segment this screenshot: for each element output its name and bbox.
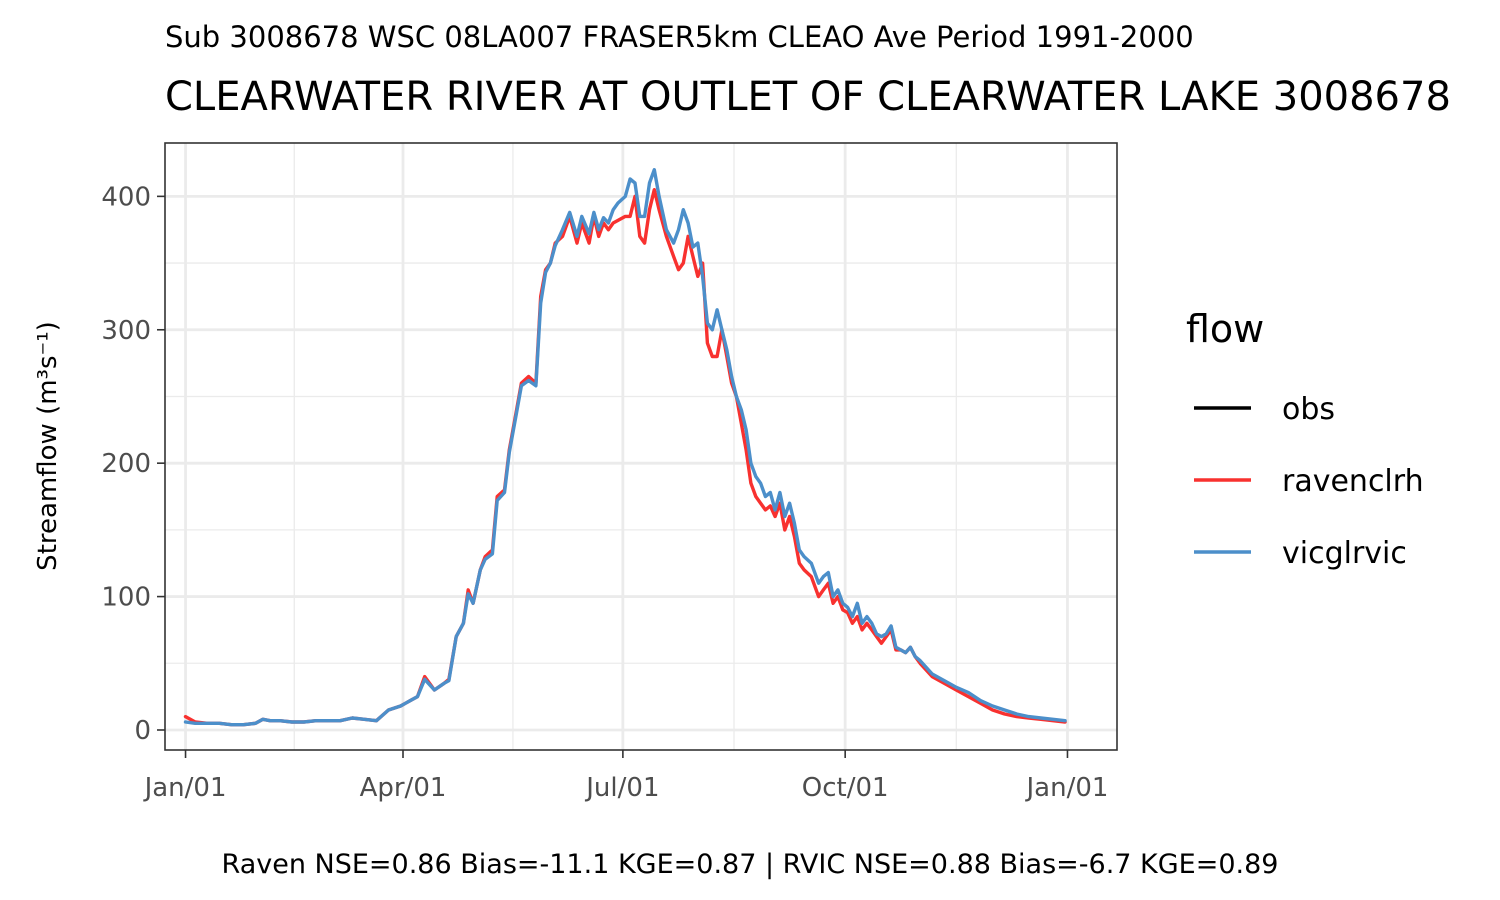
x-tick-label: Apr/01 [360,773,447,803]
legend-label-obs: obs [1282,392,1335,427]
x-tick-label: Jan/01 [1024,773,1108,803]
y-tick-label: 0 [134,716,151,746]
chart-caption: Raven NSE=0.86 Bias=-11.1 KGE=0.87 | RVI… [222,849,1279,880]
x-tick-label: Jul/01 [584,773,659,803]
chart-subtitle: Sub 3008678 WSC 08LA007 FRASER5km CLEAO … [165,20,1194,54]
y-tick-label: 100 [101,583,151,613]
y-tick-label: 400 [101,182,151,212]
legend-label-ravenclrh: ravenclrh [1282,464,1424,499]
y-tick-label: 300 [101,316,151,346]
legend: obs ravenclrh vicglrvic [1194,392,1424,571]
legend-label-vicglrvic: vicglrvic [1282,536,1407,571]
grid-minor [165,143,1117,750]
x-tick-label: Jan/01 [143,773,227,803]
y-tick-label: 200 [101,449,151,479]
plot-border [164,142,1118,751]
series-line-vicglrvic [183,167,1067,727]
chart-title: CLEARWATER RIVER AT OUTLET OF CLEARWATER… [165,74,1451,120]
grid-major [165,143,1117,750]
series-lines [183,167,1067,727]
legend-title: flow [1186,307,1264,351]
x-tick-label: Oct/01 [802,773,889,803]
y-axis: 0 100 200 300 400 [101,182,165,746]
x-axis: Jan/01 Apr/01 Jul/01 Oct/01 Jan/01 [143,750,1108,803]
plot-panel [165,143,1117,750]
y-axis-title: Streamflow (m³s⁻¹) [33,321,63,571]
